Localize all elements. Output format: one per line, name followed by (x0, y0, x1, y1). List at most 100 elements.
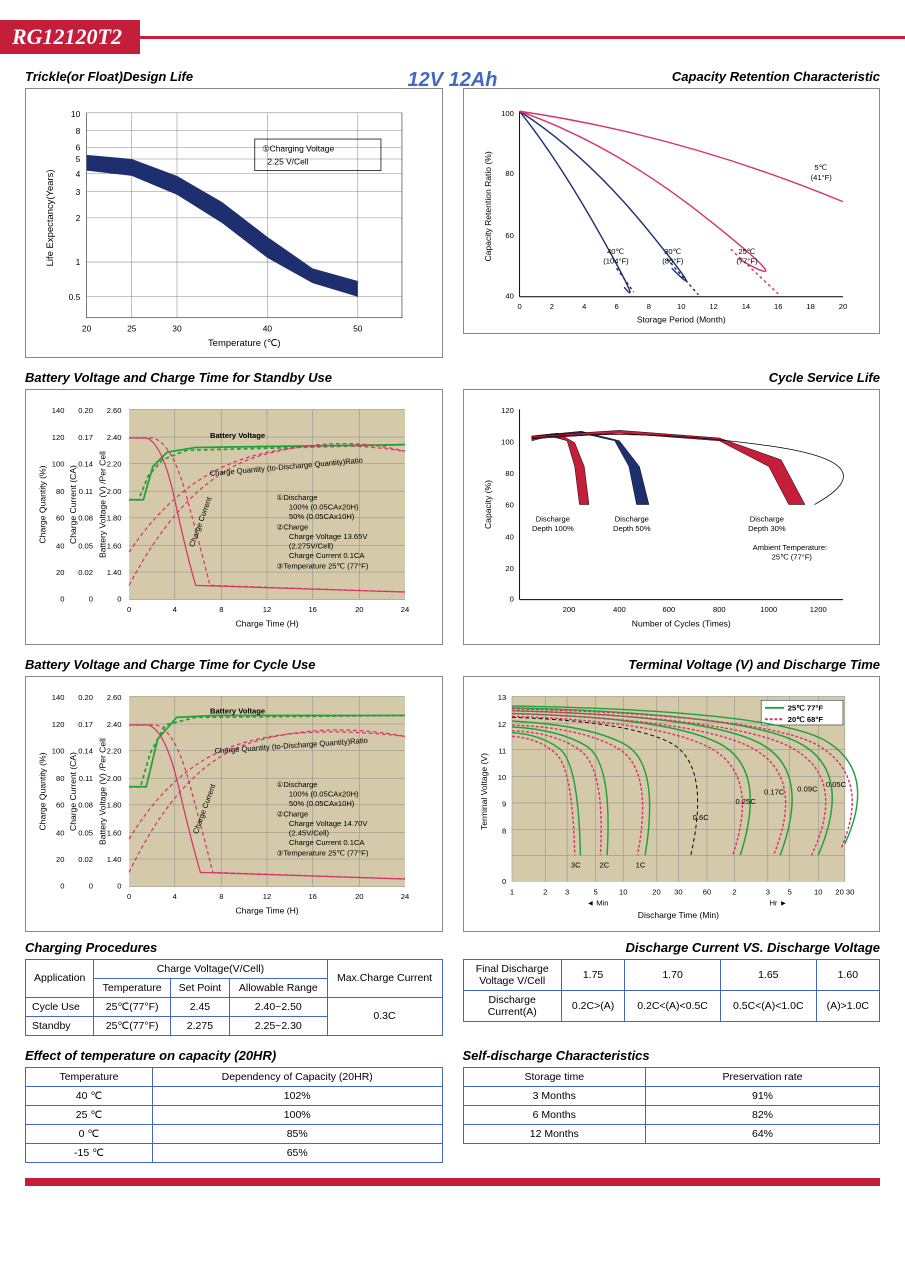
svg-text:Charge Voltage 13.65V: Charge Voltage 13.65V (289, 532, 368, 541)
header-line (135, 36, 905, 39)
svg-text:8: 8 (219, 605, 223, 614)
svg-text:2.25 V/Cell: 2.25 V/Cell (267, 156, 308, 166)
svg-text:8: 8 (502, 826, 506, 835)
svg-text:Charge Time (H): Charge Time (H) (235, 905, 298, 915)
svg-text:60: 60 (56, 514, 64, 523)
svg-text:12: 12 (709, 302, 717, 311)
svg-text:1.60: 1.60 (107, 542, 122, 551)
chart-title-cyclecharge: Battery Voltage and Charge Time for Cycl… (25, 657, 443, 672)
svg-text:20: 20 (56, 568, 64, 577)
svg-text:0.17: 0.17 (78, 433, 93, 442)
svg-text:0.5: 0.5 (69, 292, 81, 302)
svg-text:3C: 3C (570, 861, 580, 870)
svg-text:0.20: 0.20 (78, 693, 93, 702)
svg-text:0.11: 0.11 (79, 774, 93, 783)
svg-text:2.00: 2.00 (107, 774, 122, 783)
svg-text:140: 140 (52, 693, 65, 702)
svg-text:0.11: 0.11 (79, 487, 93, 496)
svg-text:50: 50 (353, 323, 363, 333)
svg-text:1C: 1C (635, 861, 645, 870)
svg-text:4: 4 (582, 302, 586, 311)
svg-text:2: 2 (549, 302, 553, 311)
svg-text:1200: 1200 (809, 605, 826, 614)
svg-text:12: 12 (497, 720, 505, 729)
table-row: -15 ℃65% (26, 1143, 443, 1162)
svg-text:24: 24 (401, 892, 409, 901)
svg-text:20℃ 68°F: 20℃ 68°F (787, 715, 823, 724)
svg-text:25℃ 77°F: 25℃ 77°F (787, 704, 823, 713)
svg-text:Battery Voltage (V) /Per Cell: Battery Voltage (V) /Per Cell (97, 451, 107, 558)
svg-text:③Temperature 25℃ (77°F): ③Temperature 25℃ (77°F) (277, 562, 369, 571)
svg-text:1.40: 1.40 (107, 855, 122, 864)
svg-text:②Charge: ②Charge (277, 523, 309, 532)
svg-text:0: 0 (127, 892, 131, 901)
table-tempcap: TemperatureDependency of Capacity (20HR)… (25, 1067, 443, 1163)
svg-text:60: 60 (56, 801, 64, 810)
table-row: Cycle Use 25℃(77°F) 2.45 2.40~2.50 0.3C (26, 997, 443, 1016)
svg-text:100: 100 (501, 109, 514, 118)
chart-title-cyclelife: Cycle Service Life (463, 370, 881, 385)
svg-text:25: 25 (127, 323, 137, 333)
svg-text:16: 16 (308, 605, 316, 614)
svg-text:2.20: 2.20 (107, 460, 122, 469)
svg-text:0: 0 (117, 595, 121, 604)
svg-text:0: 0 (127, 605, 131, 614)
svg-text:0: 0 (517, 302, 521, 311)
svg-text:Charge Current (CA): Charge Current (CA) (68, 752, 78, 831)
svg-text:80: 80 (56, 487, 64, 496)
table-title-discharge-current: Discharge Current VS. Discharge Voltage (463, 940, 881, 955)
table-row: 12 Months64% (463, 1124, 880, 1143)
svg-text:40: 40 (505, 533, 513, 542)
svg-text:2.40: 2.40 (107, 433, 122, 442)
chart-discharge: 25℃ 77°F 20℃ 68°F (463, 676, 881, 932)
table-title-tempcap: Effect of temperature on capacity (20HR) (25, 1048, 443, 1063)
svg-text:2: 2 (76, 213, 81, 223)
svg-text:0: 0 (502, 877, 506, 886)
svg-text:18: 18 (806, 302, 814, 311)
svg-text:14: 14 (741, 302, 749, 311)
svg-text:0: 0 (509, 595, 513, 604)
svg-text:0.20: 0.20 (78, 407, 93, 416)
svg-text:3: 3 (765, 887, 769, 896)
svg-text:12: 12 (263, 892, 271, 901)
svg-text:Battery Voltage: Battery Voltage (210, 431, 265, 440)
svg-text:50% (0.05CAx10H): 50% (0.05CAx10H) (289, 799, 355, 808)
svg-text:Charge Quantity (%): Charge Quantity (%) (37, 753, 47, 831)
svg-text:(41°F): (41°F) (810, 173, 832, 182)
svg-text:◄ Min: ◄ Min (586, 899, 608, 908)
svg-text:20 30: 20 30 (835, 887, 854, 896)
svg-text:(104°F): (104°F) (603, 256, 629, 265)
svg-text:50% (0.05CAx10H): 50% (0.05CAx10H) (289, 512, 355, 521)
svg-text:400: 400 (613, 605, 626, 614)
svg-text:20: 20 (56, 855, 64, 864)
svg-text:25℃: 25℃ (738, 247, 755, 256)
svg-text:Temperature (℃): Temperature (℃) (208, 338, 281, 349)
table-row: 3 Months91% (463, 1086, 880, 1105)
svg-text:10: 10 (71, 109, 81, 119)
svg-text:100: 100 (501, 438, 514, 447)
svg-text:Battery Voltage (V) /Per Cell: Battery Voltage (V) /Per Cell (97, 738, 107, 845)
svg-text:20: 20 (355, 605, 363, 614)
svg-text:80: 80 (56, 774, 64, 783)
svg-text:2.60: 2.60 (107, 407, 122, 416)
svg-text:10: 10 (619, 887, 627, 896)
svg-text:16: 16 (308, 892, 316, 901)
svg-text:10: 10 (497, 773, 505, 782)
svg-text:Charge Current 0.1CA: Charge Current 0.1CA (289, 838, 365, 847)
svg-text:Terminal Voltage (V): Terminal Voltage (V) (479, 753, 489, 830)
svg-text:2.40: 2.40 (107, 720, 122, 729)
svg-text:Discharge Time (Min): Discharge Time (Min) (637, 910, 718, 920)
table-discharge-current: Final Discharge Voltage V/Cell 1.75 1.70… (463, 959, 881, 1022)
svg-text:2: 2 (543, 887, 547, 896)
chart-title-trickle: Trickle(or Float)Design Life (25, 69, 443, 84)
svg-text:0.25C: 0.25C (735, 797, 756, 806)
svg-text:3: 3 (76, 187, 81, 197)
svg-text:(86°F): (86°F) (662, 256, 684, 265)
svg-text:25℃ (77°F): 25℃ (77°F) (771, 553, 812, 562)
svg-text:Hr ►: Hr ► (769, 899, 787, 908)
chart-title-standby: Battery Voltage and Charge Time for Stan… (25, 370, 443, 385)
svg-text:5: 5 (76, 154, 81, 164)
svg-text:120: 120 (501, 407, 514, 416)
svg-text:0: 0 (89, 595, 93, 604)
svg-text:1.60: 1.60 (107, 828, 122, 837)
